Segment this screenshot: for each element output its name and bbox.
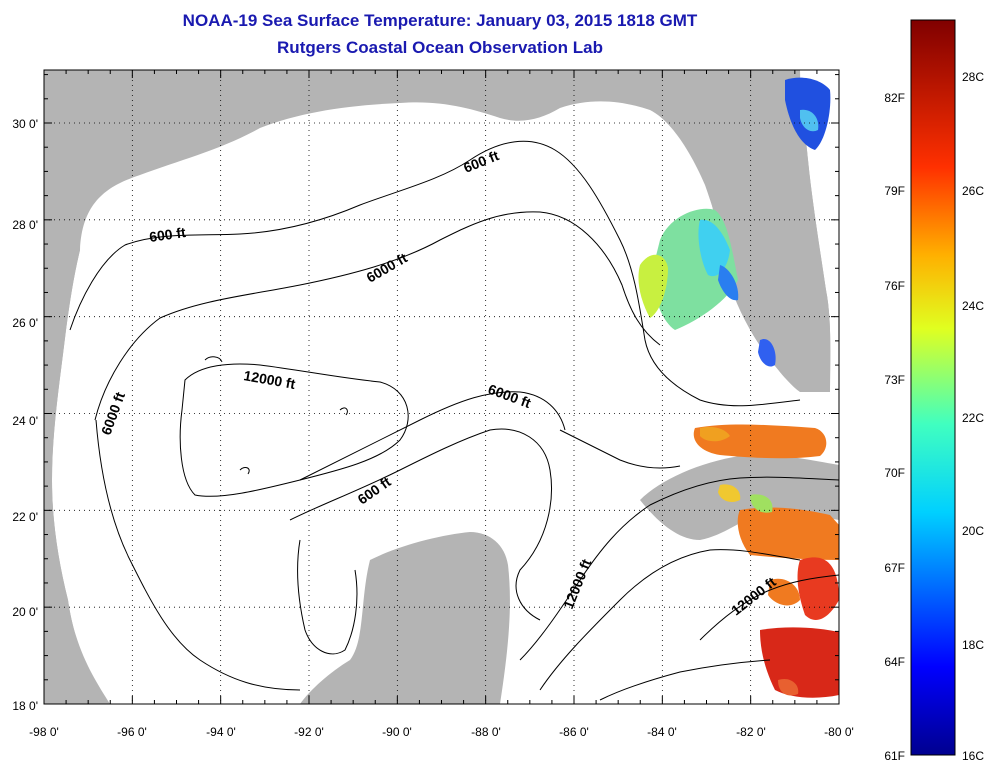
- colorbar-f-label: 64F: [884, 655, 905, 669]
- graticule-grid: [44, 70, 839, 704]
- x-axis-labels: -98 0' -96 0' -94 0' -92 0' -90 0' -88 0…: [29, 725, 854, 739]
- contour-6000ft-loop-channel: [297, 539, 358, 655]
- x-tick-label: -98 0': [29, 725, 59, 739]
- colorbar-f-label: 61F: [884, 749, 905, 763]
- y-tick-label: 24 0': [12, 414, 38, 428]
- y-tick-label: 22 0': [12, 510, 38, 524]
- gulf-water: [52, 101, 839, 704]
- axis-ticks: [43, 70, 840, 705]
- contour-600ft-mid: [289, 428, 552, 621]
- contour-600ft-north: [69, 140, 801, 407]
- y-tick-label: 20 0': [12, 605, 38, 619]
- contour-12000ft-east: [699, 574, 839, 641]
- x-tick-label: -84 0': [647, 725, 677, 739]
- colorbar-f-label: 82F: [884, 91, 905, 105]
- colorbar-f-label: 73F: [884, 373, 905, 387]
- colorbar-c-label: 22C: [962, 411, 984, 425]
- y-tick-label: 30 0': [12, 117, 38, 131]
- contour-small-islands: [204, 356, 348, 475]
- colorbar-f-labels: 82F 79F 76F 73F 70F 67F 64F 61F: [884, 91, 905, 763]
- yucatan-land: [300, 532, 510, 704]
- map-subtitle: Rutgers Coastal Ocean Observation Lab: [277, 38, 603, 57]
- colorbar-c-label: 18C: [962, 638, 984, 652]
- contour-12000ft-channel: [519, 476, 839, 661]
- x-tick-label: -92 0': [294, 725, 324, 739]
- x-tick-label: -96 0': [117, 725, 147, 739]
- y-tick-label: 18 0': [12, 699, 38, 713]
- colorbar-c-label: 24C: [962, 299, 984, 313]
- colorbar-c-label: 26C: [962, 184, 984, 198]
- colorbar-c-label: 16C: [962, 749, 984, 763]
- colorbar-f-label: 79F: [884, 184, 905, 198]
- contour-label-600-north: 600 ft: [148, 224, 187, 245]
- y-tick-label: 28 0': [12, 218, 38, 232]
- mexico-coast-land: [44, 70, 110, 704]
- sst-data-layer: [638, 77, 839, 698]
- contour-6000ft-west: [95, 419, 301, 691]
- contour-12000ft-loop: [179, 363, 409, 497]
- x-tick-label: -90 0': [382, 725, 412, 739]
- x-tick-label: -94 0': [206, 725, 236, 739]
- bathymetry-contours: [69, 140, 839, 701]
- colorbar-f-label: 76F: [884, 279, 905, 293]
- map-title: NOAA-19 Sea Surface Temperature: January…: [182, 11, 698, 30]
- colorbar-c-label: 20C: [962, 524, 984, 538]
- y-axis-labels: 30 0' 28 0' 26 0' 24 0' 22 0' 20 0' 18 0…: [12, 117, 38, 713]
- contour-6000ft-north: [94, 211, 661, 421]
- florida-land: [688, 70, 831, 392]
- x-tick-label: -86 0': [559, 725, 589, 739]
- atlantic-water: [800, 70, 839, 392]
- x-tick-label: -88 0': [471, 725, 501, 739]
- colorbar-c-label: 28C: [962, 70, 984, 84]
- x-tick-label: -80 0': [824, 725, 854, 739]
- contour-600ft-east: [599, 659, 771, 701]
- colorbar-c-labels: 28C 26C 24C 22C 20C 18C 16C: [962, 70, 984, 763]
- colorbar-f-label: 67F: [884, 561, 905, 575]
- colorbar-f-label: 70F: [884, 466, 905, 480]
- y-tick-label: 26 0': [12, 316, 38, 330]
- colorbar: [910, 19, 956, 756]
- contour-loop-current-east: [559, 429, 681, 469]
- contour-6000ft-channel: [539, 549, 801, 691]
- contour-6000ft-mid: [299, 391, 566, 481]
- x-tick-label: -82 0': [736, 725, 766, 739]
